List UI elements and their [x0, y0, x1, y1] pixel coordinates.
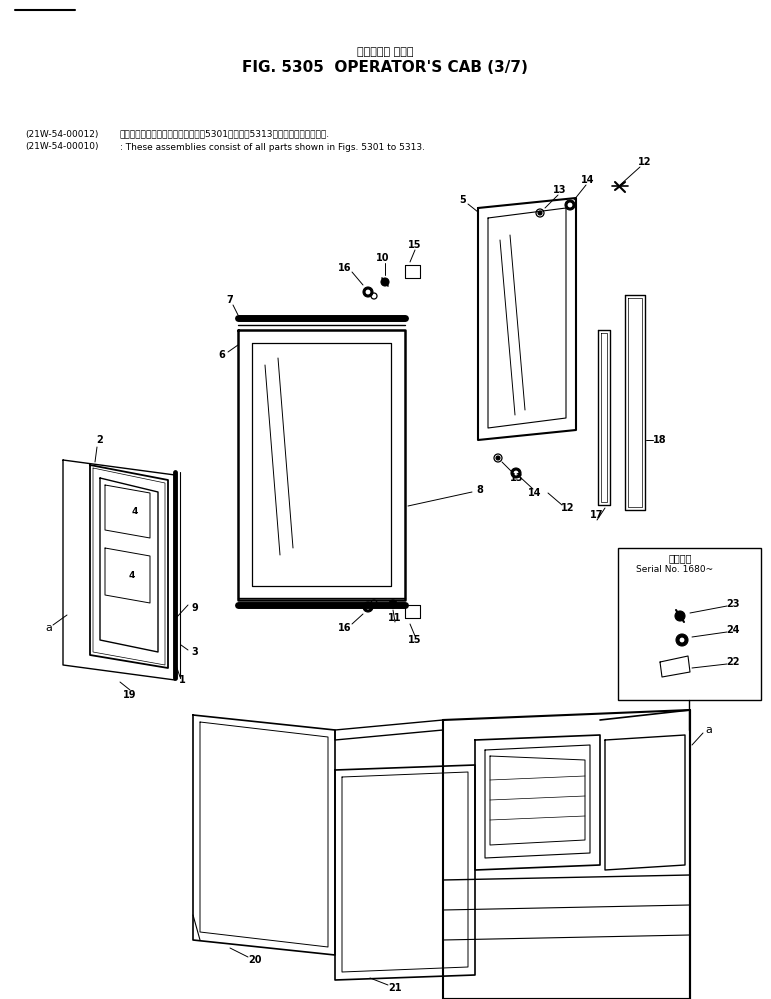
Text: 13: 13 [554, 185, 567, 195]
Circle shape [363, 602, 373, 612]
Text: 24: 24 [726, 625, 739, 635]
Text: (21W-54-00010): (21W-54-00010) [25, 143, 99, 152]
Text: 13: 13 [510, 473, 524, 483]
Text: 22: 22 [726, 657, 739, 667]
Text: 17: 17 [591, 510, 604, 520]
Circle shape [538, 211, 542, 215]
Circle shape [365, 289, 371, 295]
Text: 23: 23 [726, 599, 739, 609]
Text: 8: 8 [476, 485, 483, 495]
Circle shape [496, 456, 500, 460]
Text: FIG. 5305  OPERATOR'S CAB (3/7): FIG. 5305 OPERATOR'S CAB (3/7) [242, 61, 528, 76]
Text: 18: 18 [653, 435, 667, 445]
Text: 7: 7 [227, 295, 234, 305]
Circle shape [675, 611, 685, 621]
Text: 15: 15 [409, 635, 422, 645]
Text: (21W-54-00012): (21W-54-00012) [25, 130, 99, 139]
Text: 6: 6 [219, 350, 225, 360]
Text: 9: 9 [192, 603, 198, 613]
Text: 15: 15 [409, 240, 422, 250]
Circle shape [676, 634, 688, 646]
Text: 14: 14 [581, 175, 594, 185]
Text: 19: 19 [123, 690, 136, 700]
Text: 14: 14 [528, 488, 542, 498]
Text: 5: 5 [460, 195, 466, 205]
Text: 4: 4 [129, 570, 135, 579]
Text: 3: 3 [192, 647, 198, 657]
Text: これらのアセンブリの構成部品は第5301図から第5313図の部品まで含みます.: これらのアセンブリの構成部品は第5301図から第5313図の部品まで含みます. [120, 130, 330, 139]
Text: a: a [705, 725, 712, 735]
Circle shape [363, 287, 373, 297]
Text: a: a [45, 623, 52, 633]
Text: オペレータ キャブ: オペレータ キャブ [357, 47, 413, 57]
Circle shape [567, 202, 573, 208]
Text: Serial No. 1680~: Serial No. 1680~ [636, 565, 714, 574]
Text: 2: 2 [96, 435, 103, 445]
Circle shape [511, 468, 521, 478]
Circle shape [513, 470, 519, 476]
Text: 10: 10 [376, 253, 390, 263]
Text: 12: 12 [561, 503, 574, 513]
Bar [618, 548, 761, 700]
Text: 16: 16 [338, 263, 352, 273]
Text: 16: 16 [338, 623, 352, 633]
Text: 11: 11 [389, 613, 402, 623]
Text: 適用号機: 適用号機 [668, 553, 692, 563]
Circle shape [389, 600, 397, 608]
Circle shape [565, 200, 575, 210]
Circle shape [381, 278, 389, 286]
Text: : These assemblies consist of all parts shown in Figs. 5301 to 5313.: : These assemblies consist of all parts … [120, 143, 425, 152]
Circle shape [679, 637, 685, 643]
Text: 12: 12 [638, 157, 651, 167]
Text: 20: 20 [248, 955, 261, 965]
Text: 4: 4 [132, 507, 138, 516]
Text: 21: 21 [389, 983, 402, 993]
Circle shape [365, 604, 371, 610]
Text: 1: 1 [179, 675, 185, 685]
